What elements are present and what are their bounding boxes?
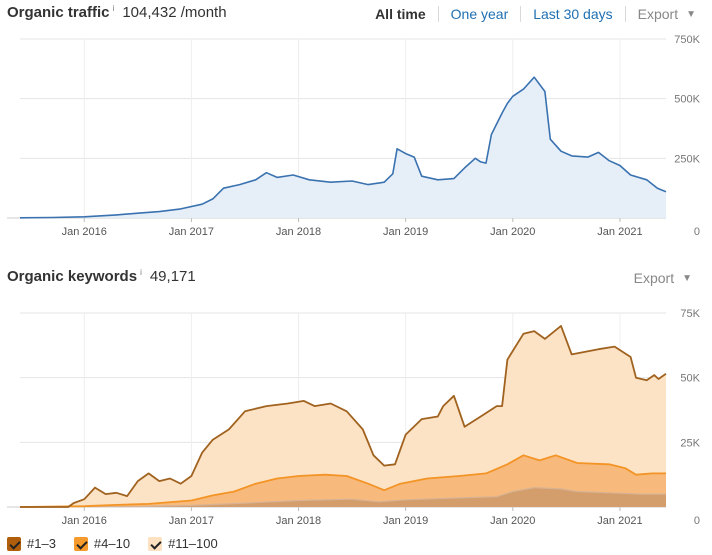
y-tick-label: 25K [680, 437, 700, 449]
checkbox-icon[interactable] [7, 536, 21, 551]
organic-traffic-header: Organic traffic i 104,432 /month [7, 4, 227, 21]
legend-item-top-3[interactable]: #1–3 [7, 536, 56, 551]
y-tick-label: 50K [680, 373, 700, 385]
y-tick-label: 250K [674, 153, 700, 165]
x-tick-label: Jan 2017 [169, 226, 214, 238]
x-tick-label: Jan 2016 [62, 515, 107, 527]
y-tick-label: 750K [674, 34, 700, 46]
keywords-11-100-area [20, 325, 666, 507]
traffic-export-button[interactable]: Export ▼ [626, 6, 696, 22]
organic-keywords-value: 49,171 [149, 268, 196, 285]
range-divider [624, 6, 626, 22]
keywords-4-10-line [19, 454, 666, 508]
y-tick-label: 0 [694, 226, 700, 238]
legend-label-top-3: #1–3 [27, 536, 56, 551]
x-tick-label: Jan 2019 [383, 226, 428, 238]
checkbox-icon[interactable] [73, 536, 88, 551]
x-tick-label: Jan 2018 [276, 226, 321, 238]
y-tick-label: 75K [680, 308, 700, 320]
x-tick-label: Jan 2017 [169, 515, 214, 527]
range-divider [520, 6, 522, 22]
organic-traffic-value: 104,432 /month [122, 4, 227, 21]
x-tick-label: Jan 2021 [597, 226, 642, 238]
checkbox-icon[interactable] [148, 536, 163, 551]
legend-item-4-10[interactable]: #4–10 [73, 536, 131, 551]
x-tick-label: Jan 2018 [276, 515, 321, 527]
x-tick-label: Jan 2016 [62, 226, 107, 238]
traffic-area [20, 77, 666, 218]
y-tick-label: 500K [674, 94, 700, 106]
x-tick-label: Jan 2020 [490, 515, 535, 527]
chevron-down-icon: ▼ [686, 8, 696, 20]
x-tick-label: Jan 2020 [490, 226, 535, 238]
legend-item-11-100[interactable]: #11–100 [148, 536, 218, 551]
keywords-1-3-line [19, 486, 666, 508]
range-all-time-button[interactable]: All time [375, 6, 426, 22]
organic-keywords-info-icon[interactable]: i [140, 268, 142, 277]
legend-label-11-100: #11–100 [168, 536, 218, 551]
keywords-export-label: Export [633, 270, 675, 286]
y-tick-label: 0 [694, 515, 700, 527]
keywords-legend: #1–3 #4–10 #11–100 [7, 536, 236, 551]
keywords-1-3-area [20, 487, 666, 507]
x-tick-label: Jan 2021 [597, 515, 642, 527]
keywords-11-100-line [20, 325, 667, 508]
legend-label-4-10: #4–10 [93, 536, 131, 551]
keywords-export-button[interactable]: Export ▼ [634, 270, 692, 286]
organic-traffic-info-icon[interactable]: i [112, 4, 115, 13]
range-controls: All time One year Last 30 days Export ▼ [363, 6, 696, 22]
organic-keywords-header: Organic keywords i 49,171 [7, 268, 196, 285]
organic-traffic-chart: 750K 500K 250K 0 Jan 2016 Jan 2017 Jan 2018 Jan… [7, 34, 701, 238]
organic-keywords-title: Organic keywords [7, 268, 138, 285]
traffic-export-label: Export [637, 6, 679, 22]
traffic-line [19, 76, 667, 219]
range-divider [437, 6, 439, 22]
chevron-down-icon: ▼ [682, 272, 692, 284]
x-tick-label: Jan 2019 [383, 515, 428, 527]
organic-traffic-title: Organic traffic [7, 4, 110, 21]
organic-keywords-chart: 75K 50K 25K 0 Jan 2016 Jan 2017 Jan 2018 Jan 20… [7, 308, 701, 527]
range-last-30-days-button[interactable]: Last 30 days [533, 6, 613, 22]
range-one-year-button[interactable]: One year [450, 6, 509, 22]
